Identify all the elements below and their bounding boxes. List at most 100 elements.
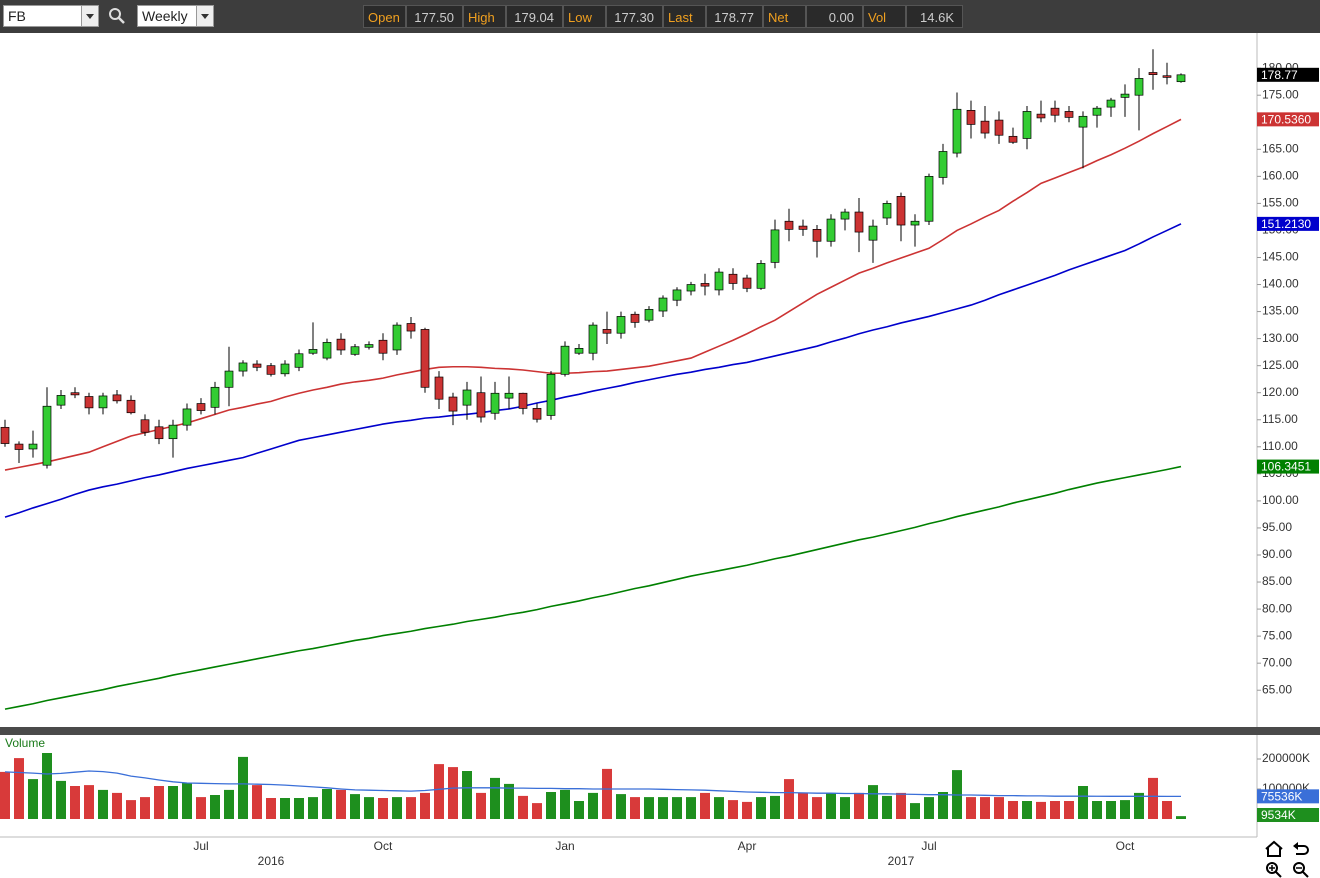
candle-body (588, 324, 598, 354)
quote-value: 177.30 (606, 5, 663, 28)
undo-icon[interactable] (1293, 842, 1309, 855)
volume-bar (378, 798, 388, 819)
dropdown[interactable] (196, 6, 213, 26)
volume-bar (924, 797, 934, 819)
volume-bar (966, 797, 976, 819)
volume-bar (826, 792, 836, 819)
volume-bar (868, 785, 878, 819)
interval-box[interactable]: Weekly (137, 5, 214, 27)
candle-body (462, 389, 472, 406)
volume-bar (0, 771, 10, 819)
y-tick-label: 200000K (1262, 751, 1310, 765)
volume-bar (280, 798, 290, 819)
candle-body (644, 309, 654, 321)
volume-bar (574, 801, 584, 819)
candle-body (294, 353, 304, 368)
candle-body (392, 324, 402, 351)
volume-last-tag-bg (1257, 808, 1319, 822)
volume-bar (994, 797, 1004, 819)
candle-body (182, 408, 192, 426)
volume-bar (742, 801, 752, 819)
candle-body (1008, 135, 1018, 143)
panel-title: Volume (5, 736, 45, 750)
candle-body (364, 344, 374, 348)
candle-body (896, 196, 906, 226)
candle-body (504, 392, 514, 399)
symbol-box[interactable]: FB (3, 5, 99, 27)
volume-bar (560, 789, 570, 819)
candle-body (1078, 115, 1088, 128)
candle-body (476, 392, 486, 418)
y-tick-label: 95.00 (1262, 520, 1292, 534)
volume-bar (798, 792, 808, 819)
interval: Weekly (142, 8, 188, 24)
candle-body (938, 151, 948, 178)
y-tick-label: 140.00 (1262, 277, 1299, 291)
volume-bar (770, 795, 780, 819)
volume-bar (854, 792, 864, 819)
zoom-out-icon[interactable] (1293, 862, 1309, 878)
volume-bar (602, 768, 612, 819)
home-icon[interactable] (1265, 840, 1283, 857)
quote-label: Last (663, 5, 706, 28)
candle-body (224, 370, 234, 388)
candle-body (798, 225, 808, 230)
search-icon[interactable] (108, 7, 126, 25)
volume-bar (126, 800, 136, 819)
symbol: FB (8, 8, 26, 24)
quote-label: Low (563, 5, 606, 28)
last-price-tag: 178.77 (1261, 68, 1298, 82)
candle-body (966, 110, 976, 125)
volume-bar (504, 783, 514, 819)
volume-bar (420, 792, 430, 819)
quote-label: Net (763, 5, 806, 28)
volume-bar (98, 789, 108, 819)
candle-body (434, 376, 444, 400)
quote-label: High (463, 5, 506, 28)
volume-bar (1106, 801, 1116, 819)
volume-bar (84, 785, 94, 819)
candle-body (952, 108, 962, 154)
y-tick-label: 90.00 (1262, 547, 1292, 561)
volume-bar (700, 792, 710, 819)
candle-body (672, 289, 682, 301)
candle-body (602, 329, 612, 334)
candle-body (420, 329, 430, 388)
volume-bar (1120, 800, 1130, 819)
candle-body (1092, 107, 1102, 116)
candle-body (238, 362, 248, 372)
candle-body (266, 365, 276, 375)
volume-bar (196, 797, 206, 819)
quote-label: Open (363, 5, 406, 28)
y-tick-label: 70.00 (1262, 655, 1292, 669)
candle-body (350, 346, 360, 355)
volume-bar (938, 792, 948, 819)
candle-body (252, 363, 262, 368)
candle-body (1050, 107, 1060, 116)
y-tick-label: 75.00 (1262, 628, 1292, 642)
quote-label: Vol (863, 5, 906, 28)
volume-bar (658, 797, 668, 819)
volume-bar (294, 798, 304, 819)
volume-bar (812, 797, 822, 819)
volume-bar (434, 764, 444, 819)
ma-value-tag-bg (1257, 112, 1319, 127)
candle-body (658, 297, 668, 312)
y-tick-label: 120.00 (1262, 385, 1299, 399)
volume-bar (28, 779, 38, 819)
candle-body (756, 263, 766, 289)
candle-body (126, 399, 136, 414)
x-year-label: 2016 (258, 854, 285, 868)
candle-body (1106, 99, 1116, 108)
candle-body (70, 392, 80, 396)
zoom-in-icon[interactable] (1266, 862, 1282, 878)
y-tick-label: 145.00 (1262, 250, 1299, 264)
candle-body (812, 229, 822, 242)
candle-body (336, 338, 346, 351)
volume-average (4, 770, 1182, 797)
last-price-tag-bg (1257, 67, 1319, 82)
dropdown[interactable] (81, 6, 98, 26)
candle-body (84, 396, 94, 409)
volume-bar (336, 789, 346, 819)
